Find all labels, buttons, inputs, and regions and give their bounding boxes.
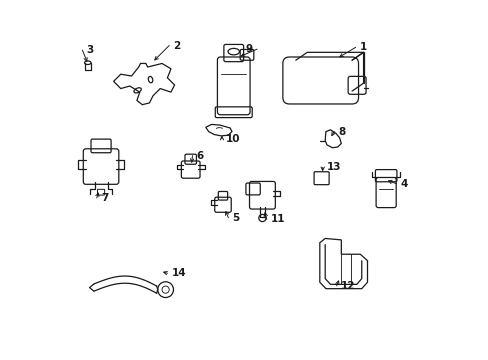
Text: 7: 7 — [101, 193, 108, 203]
Text: 3: 3 — [86, 45, 94, 55]
Text: 9: 9 — [245, 44, 252, 54]
Text: 13: 13 — [326, 162, 341, 172]
Text: 2: 2 — [173, 41, 181, 50]
Text: 12: 12 — [340, 281, 355, 291]
Text: 14: 14 — [171, 268, 186, 278]
Text: 1: 1 — [359, 42, 366, 52]
Text: 6: 6 — [196, 150, 203, 161]
Text: 5: 5 — [232, 213, 240, 222]
Text: 10: 10 — [226, 134, 240, 144]
Text: 4: 4 — [400, 179, 407, 189]
Text: 8: 8 — [338, 127, 345, 136]
Text: 11: 11 — [270, 215, 285, 224]
